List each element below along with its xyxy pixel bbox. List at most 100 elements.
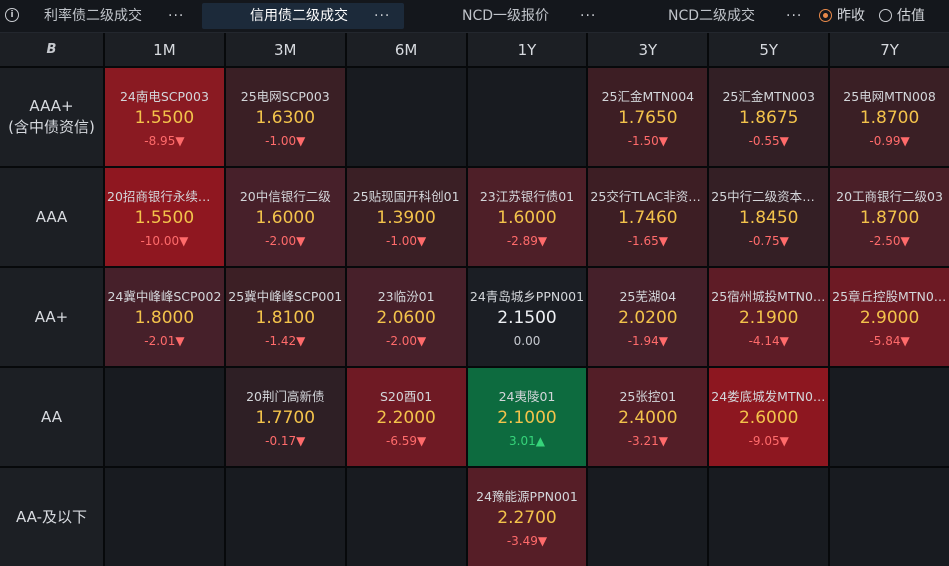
bond-name: 24娄底城发MTN001 <box>711 389 829 404</box>
bond-cell[interactable]: 20招商银行永续债01 1.5500 -10.00▼ <box>105 168 224 266</box>
bond-cell[interactable]: 25张控01 2.4000 -3.21▼ <box>588 368 708 466</box>
bond-name: 25电网SCP003 <box>240 89 330 104</box>
yield-change-bp: -9.05▼ <box>748 434 789 448</box>
bond-cell[interactable]: 25汇金MTN003 1.8675 -0.55▼ <box>709 68 829 166</box>
bond-yield: 1.6000 <box>255 208 316 228</box>
yield-change-bp: -2.89▼ <box>506 234 548 248</box>
row-label: AA <box>0 368 103 466</box>
tab-label: 信用债二级成交 <box>250 8 348 24</box>
empty-cell <box>709 468 829 566</box>
yield-change-bp: -0.55▼ <box>748 134 789 148</box>
tab-label: 利率债二级成交 <box>44 8 142 24</box>
tab-label: NCD一级报价 <box>462 8 550 24</box>
bond-yield: 1.8700 <box>859 108 920 128</box>
bond-name: 24冀中峰峰SCP002 <box>107 289 222 304</box>
bond-yield: 1.3900 <box>376 208 436 228</box>
bond-yield: 1.7700 <box>255 408 316 428</box>
bond-name: 25汇金MTN004 <box>601 89 695 104</box>
bond-cell[interactable]: 25中行二级资本债0... 1.8450 -0.75▼ <box>709 168 829 266</box>
bond-yield: 1.7460 <box>618 208 678 228</box>
tab-bar: i 利率债二级成交 ··· 信用债二级成交 ··· NCD一级报价 ··· NC… <box>0 0 949 33</box>
bond-cell[interactable]: 24豫能源PPN001 2.2700 -3.49▼ <box>467 468 587 566</box>
empty-cell <box>346 468 466 566</box>
tab-credit-bond-trades[interactable]: 信用债二级成交 ··· <box>202 3 404 29</box>
yield-change-bp: -1.50▼ <box>627 134 668 148</box>
column-header: 5Y <box>709 33 829 66</box>
yield-change-bp: -1.00▼ <box>265 134 306 148</box>
yield-change-bp: -2.00▼ <box>385 334 427 348</box>
bond-cell[interactable]: S20酉01 2.2000 -6.59▼ <box>346 368 466 466</box>
bond-name: 25张控01 <box>619 389 677 404</box>
empty-cell <box>830 368 949 466</box>
bond-cell[interactable]: 25电网SCP003 1.6300 -1.00▼ <box>225 68 345 166</box>
info-icon[interactable]: i <box>5 8 19 22</box>
bond-cell[interactable]: 25汇金MTN004 1.7650 -1.50▼ <box>588 68 708 166</box>
more-menu-icon[interactable]: ··· <box>168 8 185 24</box>
radio-label: 昨收 <box>837 8 865 24</box>
bond-cell[interactable]: 25交行TLAC非资本... 1.7460 -1.65▼ <box>588 168 708 266</box>
radio-label: 估值 <box>897 8 925 24</box>
yield-change-bp: -3.49▼ <box>506 534 548 548</box>
more-menu-icon[interactable]: ··· <box>374 8 391 24</box>
bond-name: 25宿州城投MTN001 <box>711 289 829 304</box>
bond-cell[interactable]: 25冀中峰峰SCP001 1.8100 -1.42▼ <box>225 268 345 366</box>
bond-yield: 1.6000 <box>497 208 557 228</box>
bond-cell[interactable]: 24青岛城乡PPN001 2.1500 0.00 <box>467 268 587 366</box>
bond-yield: 2.6000 <box>738 408 799 428</box>
bond-cell[interactable]: 20中信银行二级 1.6000 -2.00▼ <box>225 168 345 266</box>
corner-cell: B <box>0 33 103 66</box>
bond-cell[interactable]: 25章丘控股MTN003 2.9000 -5.84▼ <box>830 268 949 366</box>
yield-change-bp: -2.00▼ <box>265 234 306 248</box>
bond-yield: 1.8700 <box>859 208 920 228</box>
column-header: 1Y <box>467 33 587 66</box>
empty-cell <box>346 68 466 166</box>
bond-name: 25贴现国开科创01 <box>352 189 460 204</box>
bond-cell[interactable]: 24夷陵01 2.1000 3.01▲ <box>467 368 587 466</box>
yield-change-bp: -5.84▼ <box>869 334 910 348</box>
bond-yield: 2.2000 <box>376 408 436 428</box>
empty-cell <box>830 468 949 566</box>
row-label: AA-及以下 <box>0 468 103 566</box>
bond-cell[interactable]: 25贴现国开科创01 1.3900 -1.00▼ <box>346 168 466 266</box>
radio-prev-close[interactable]: 昨收 <box>819 0 871 32</box>
yield-change-bp: -6.59▼ <box>385 434 427 448</box>
yield-change-bp: -0.99▼ <box>869 134 910 148</box>
bond-yield: 2.1900 <box>738 308 799 328</box>
bond-yield: 1.8000 <box>134 308 195 328</box>
bond-yield: 1.5500 <box>134 108 195 128</box>
bond-yield: 2.0600 <box>376 308 436 328</box>
yield-change-bp: -0.75▼ <box>748 234 789 248</box>
bond-name: 24青岛城乡PPN001 <box>469 289 585 304</box>
radio-valuation[interactable]: 估值 <box>879 0 931 32</box>
bond-name: 20中信银行二级 <box>239 189 331 204</box>
bond-cell[interactable]: 24冀中峰峰SCP002 1.8000 -2.01▼ <box>105 268 224 366</box>
yield-change-bp: -8.95▼ <box>144 134 185 148</box>
tab-ncd-secondary-trades[interactable]: NCD二级成交 ··· <box>620 3 810 29</box>
bond-cell[interactable]: 25电网MTN008 1.8700 -0.99▼ <box>830 68 949 166</box>
bond-name: 25汇金MTN003 <box>722 89 815 104</box>
bond-cell[interactable]: 24娄底城发MTN001 2.6000 -9.05▼ <box>709 368 829 466</box>
bond-cell[interactable]: 24南电SCP003 1.5500 -8.95▼ <box>105 68 224 166</box>
bond-yield: 1.6300 <box>255 108 316 128</box>
row-label: AA+ <box>0 268 103 366</box>
bond-cell[interactable]: 20荆门高新债 1.7700 -0.17▼ <box>225 368 345 466</box>
bond-cell[interactable]: 20工商银行二级03 1.8700 -2.50▼ <box>830 168 949 266</box>
bond-cell[interactable]: 23江苏银行债01 1.6000 -2.89▼ <box>467 168 587 266</box>
bond-yield: 1.8450 <box>738 208 799 228</box>
empty-cell <box>105 368 224 466</box>
bond-cell[interactable]: 23临汾01 2.0600 -2.00▼ <box>346 268 466 366</box>
yield-change-bp: -1.42▼ <box>265 334 306 348</box>
bond-name: 20招商银行永续债01 <box>107 189 224 204</box>
column-header: 7Y <box>830 33 949 66</box>
row-label: AAA+ (含中债资信) <box>0 68 103 166</box>
tab-ncd-primary-quote[interactable]: NCD一级报价 ··· <box>410 3 610 29</box>
more-menu-icon[interactable]: ··· <box>580 8 597 24</box>
bond-name: 20工商银行二级03 <box>836 189 943 204</box>
empty-cell <box>588 468 708 566</box>
bond-yield: 1.8100 <box>255 308 316 328</box>
more-menu-icon[interactable]: ··· <box>786 8 803 24</box>
tab-rate-bond-trades[interactable]: 利率债二级成交 ··· <box>30 3 200 29</box>
yield-change-bp: -4.14▼ <box>748 334 789 348</box>
bond-cell[interactable]: 25宿州城投MTN001 2.1900 -4.14▼ <box>709 268 829 366</box>
bond-cell[interactable]: 25芜湖04 2.0200 -1.94▼ <box>588 268 708 366</box>
